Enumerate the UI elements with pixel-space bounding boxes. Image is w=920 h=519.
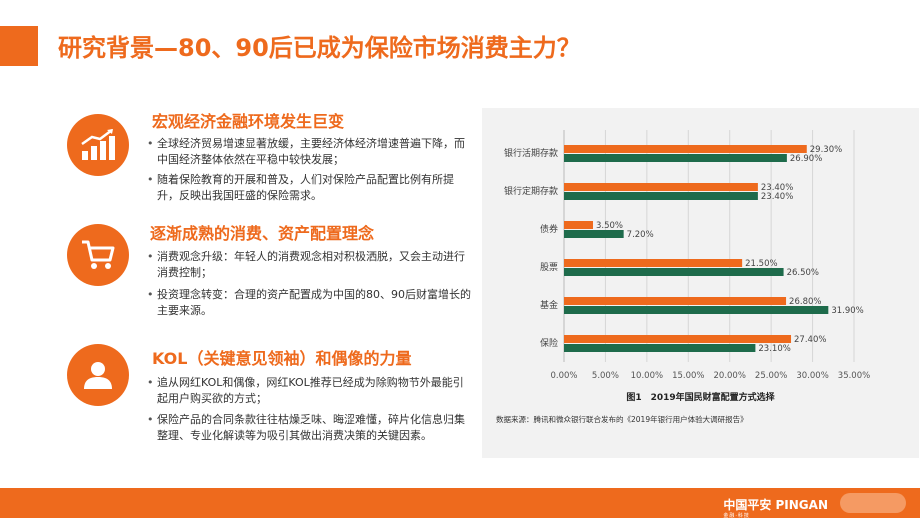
section-1-bullet-2: 随着保险教育的开展和普及，人们对保险产品配置比例有所提升，反映出我国旺盛的保险需… xyxy=(143,172,473,204)
x-tick-label: 10.00% xyxy=(631,371,663,381)
user-icon xyxy=(84,362,112,389)
data-label-2018: 26.90% xyxy=(790,154,822,164)
bar-2018 xyxy=(564,344,756,352)
data-label-2019: 23.40% xyxy=(761,183,793,193)
data-label-2019: 21.50% xyxy=(745,259,777,269)
bar-2019 xyxy=(564,183,758,191)
section-1-bullet-1: 全球经济贸易增速显著放缓，主要经济体经济增速普遍下降，而中国经济整体依然在平稳中… xyxy=(143,136,473,168)
category-label: 保险 xyxy=(540,337,558,349)
data-label-2018: 26.50% xyxy=(787,268,819,278)
section-3-bullet-1: 追从网红KOL和偶像，网红KOL推荐已经成为除购物节外最能引起用户购买欲的方式； xyxy=(143,375,473,407)
bar-2019 xyxy=(564,259,743,267)
bar-2018 xyxy=(564,306,829,314)
x-tick-label: 35.00% xyxy=(838,371,870,381)
data-label-2019: 27.40% xyxy=(794,335,826,345)
x-tick-label: 0.00% xyxy=(550,371,577,381)
chart-panel: 0.00% 5.00% 10.00% 15.00% 20.00% 25.00% 30.00%… xyxy=(482,108,919,458)
chart-source: 数据来源：腾讯和微众银行联合发布的《2019年银行用户体验大调研报告》 xyxy=(496,415,748,424)
logo-text: 中国平安 PINGAN xyxy=(723,498,828,512)
x-tick-label: 15.00% xyxy=(672,371,704,381)
rising-bar-chart-icon xyxy=(81,129,115,160)
x-tick-label: 20.00% xyxy=(714,371,746,381)
data-label-2018: 7.20% xyxy=(627,230,654,240)
data-label-2019: 3.50% xyxy=(596,221,623,231)
bar-2019 xyxy=(564,221,593,229)
logo-subtext: 金融·科技 xyxy=(723,513,750,519)
pingan-logo: 中国平安 PINGAN 金融·科技 xyxy=(723,496,828,519)
section-3-bullet-2: 保险产品的合同条款往往枯燥乏味、晦涩难懂，碎片化信息归集整理、专业化解读等为吸引… xyxy=(143,412,473,444)
category-label: 股票 xyxy=(540,262,558,273)
x-tick-label: 30.00% xyxy=(796,371,828,381)
bar-2019 xyxy=(564,335,792,343)
chart-caption: 图1 2019年国民财富配置方式选择 xyxy=(626,393,775,403)
data-label-2018: 23.10% xyxy=(758,344,790,354)
data-label-2019: 29.30% xyxy=(810,145,842,155)
section-1-icon-circle xyxy=(67,114,129,176)
title-accent-block xyxy=(0,26,38,66)
section-3-heading: KOL（关键意见领袖）和偶像的力量 xyxy=(152,349,412,368)
footer-bar: 中国平安 PINGAN 金融·科技 xyxy=(0,488,920,519)
bar-2018 xyxy=(564,268,784,276)
university-seal-logo xyxy=(840,493,906,513)
bar-2019 xyxy=(564,297,787,305)
bar-2018 xyxy=(564,230,624,238)
wealth-allocation-bar-chart: 0.00% 5.00% 10.00% 15.00% 20.00% 25.00% 30.00%… xyxy=(504,130,870,399)
bar-2018 xyxy=(564,154,787,162)
section-2-bullet-1: 消费观念升级：年轻人的消费观念相对积极洒脱，又会主动进行消费控制； xyxy=(143,249,473,281)
section-1-heading: 宏观经济金融环境发生巨变 xyxy=(152,112,345,131)
section-2-heading: 逐渐成熟的消费、资产配置理念 xyxy=(150,224,375,243)
data-label-2018: 23.40% xyxy=(761,192,793,202)
page-title: 研究背景—80、90后已成为保险市场消费主力？ xyxy=(58,34,581,62)
bar-2019 xyxy=(564,145,807,153)
x-tick-label: 25.00% xyxy=(755,371,787,381)
data-label-2018: 31.90% xyxy=(831,306,863,316)
category-label: 基金 xyxy=(540,299,558,311)
category-label: 银行活期存款 xyxy=(504,147,558,159)
category-label: 债券 xyxy=(540,223,558,235)
category-label: 银行定期存款 xyxy=(504,185,558,197)
x-tick-label: 5.00% xyxy=(592,371,619,381)
data-label-2019: 26.80% xyxy=(789,297,821,307)
section-2-bullet-2: 投资理念转变：合理的资产配置成为中国的80、90后财富增长的主要来源。 xyxy=(143,287,473,319)
section-3-icon-circle xyxy=(67,344,129,406)
section-2-icon-circle xyxy=(67,224,129,286)
bar-2018 xyxy=(564,192,758,200)
shopping-cart-icon xyxy=(82,240,115,269)
